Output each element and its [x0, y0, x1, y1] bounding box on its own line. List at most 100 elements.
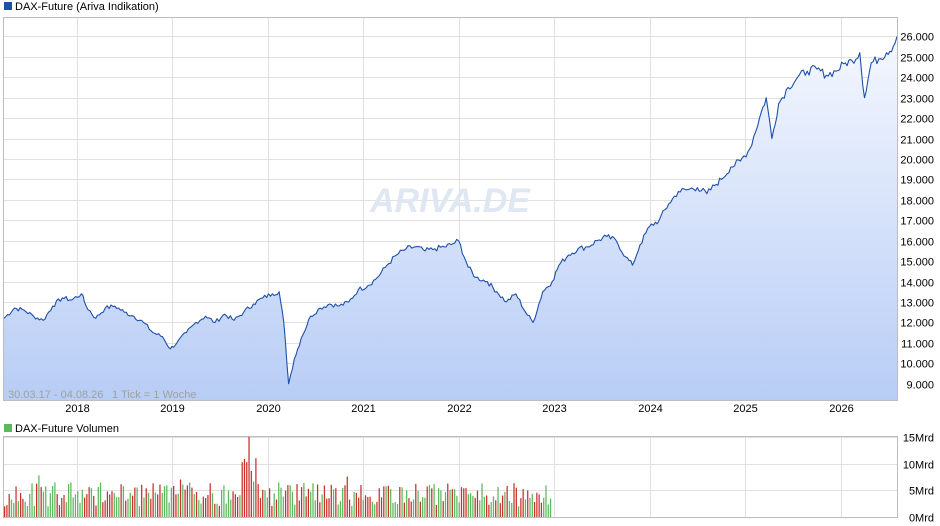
volume-bar [163, 486, 166, 517]
volume-bar [168, 502, 170, 517]
volume-bar [177, 493, 179, 517]
volume-bar [447, 483, 449, 517]
volume-bar [250, 471, 252, 517]
volume-bar [223, 485, 225, 517]
volume-bar [453, 489, 456, 517]
volume-bar [198, 500, 200, 517]
volume-y-tick-label: 0Mrd [909, 513, 934, 525]
volume-bar [312, 483, 314, 517]
volume-bar [221, 489, 223, 517]
volume-bar [438, 488, 440, 517]
volume-bar [508, 500, 511, 517]
volume-bar [225, 503, 227, 517]
volume-bar [15, 486, 17, 517]
volume-bar [266, 497, 268, 517]
volume-bar [549, 498, 552, 517]
volume-bar [113, 492, 115, 517]
volume-bar [467, 494, 469, 517]
volume-bar [305, 496, 307, 517]
volume-bar [442, 501, 444, 517]
volume-bar [150, 498, 152, 517]
volume-bar [33, 505, 35, 517]
volume-bar [522, 489, 524, 517]
volume-bar [360, 485, 362, 517]
price-x-tick-label: 2026 [829, 403, 853, 415]
volume-bar [122, 486, 125, 517]
volume-bar [6, 505, 8, 517]
volume-bar [513, 483, 515, 517]
volume-bar [394, 502, 396, 517]
volume-bar [465, 488, 467, 517]
volume-bar [339, 501, 342, 517]
volume-legend-swatch [4, 424, 12, 432]
volume-bar [8, 493, 10, 517]
price-x-tick-label: 2025 [733, 403, 757, 415]
volume-bar [376, 501, 378, 517]
volume-bar [83, 497, 86, 517]
volume-bar [440, 490, 442, 517]
volume-bar [67, 484, 70, 517]
volume-bar [403, 502, 405, 517]
volume-bar [406, 490, 408, 517]
volume-y-tick-label: 10Mrd [903, 460, 934, 472]
volume-bar [262, 489, 264, 517]
price-area [4, 36, 897, 401]
volume-bar [86, 494, 88, 517]
volume-bar [145, 488, 147, 517]
volume-chart: DAX-Future Volumen 0Mrd 5Mrd 10Mrd 15Mrd [3, 423, 934, 525]
price-x-tick-label: 2019 [160, 403, 184, 415]
volume-bar [26, 506, 29, 517]
volume-bar [451, 489, 453, 517]
volume-bar [65, 502, 67, 517]
volume-bar [49, 493, 51, 517]
volume-bar [102, 502, 104, 517]
volume-bar [10, 499, 13, 517]
volume-bar [152, 483, 154, 517]
volume-legend-label: DAX-Future Volumen [15, 423, 119, 435]
volume-bar [497, 487, 499, 517]
volume-bars [4, 437, 552, 517]
volume-bar [234, 494, 236, 517]
volume-bar [104, 500, 106, 517]
volume-bar [296, 484, 298, 517]
price-y-tick-label: 13.000 [900, 298, 934, 310]
volume-bar [232, 491, 234, 517]
price-y-tick-label: 14.000 [900, 278, 934, 290]
volume-bar [415, 483, 417, 517]
volume-bar [147, 492, 150, 517]
watermark: ARIVA.DE [369, 182, 531, 220]
volume-bar [173, 486, 175, 517]
volume-bar [166, 485, 168, 517]
volume-bar [321, 494, 323, 517]
volume-bar [417, 490, 419, 517]
price-y-tick-label: 26.000 [900, 32, 934, 44]
volume-bar [29, 493, 31, 517]
volume-bar [520, 498, 522, 517]
volume-bar [323, 485, 326, 517]
volume-bar [216, 503, 218, 517]
volume-bar [257, 484, 259, 517]
volume-bar [479, 500, 481, 517]
volume-bar [127, 498, 129, 517]
price-y-tick-label: 21.000 [900, 135, 934, 147]
volume-bar [284, 490, 287, 517]
volume-bar [255, 458, 257, 517]
volume-bar [444, 492, 447, 517]
volume-bar [310, 491, 312, 517]
volume-bar [61, 497, 63, 517]
volume-bar [506, 485, 508, 517]
volume-bar [246, 462, 248, 517]
price-x-tick-label: 2024 [638, 403, 662, 415]
volume-bar [230, 499, 232, 517]
volume-bar [4, 506, 6, 517]
volume-bar [378, 488, 380, 517]
volume-bar [125, 500, 127, 517]
volume-bar [24, 501, 26, 517]
volume-bar [460, 487, 463, 517]
volume-bar [259, 498, 262, 517]
volume-bar [13, 503, 15, 517]
volume-bar [99, 482, 102, 517]
volume-bar [159, 484, 161, 517]
volume-bar [387, 485, 390, 517]
